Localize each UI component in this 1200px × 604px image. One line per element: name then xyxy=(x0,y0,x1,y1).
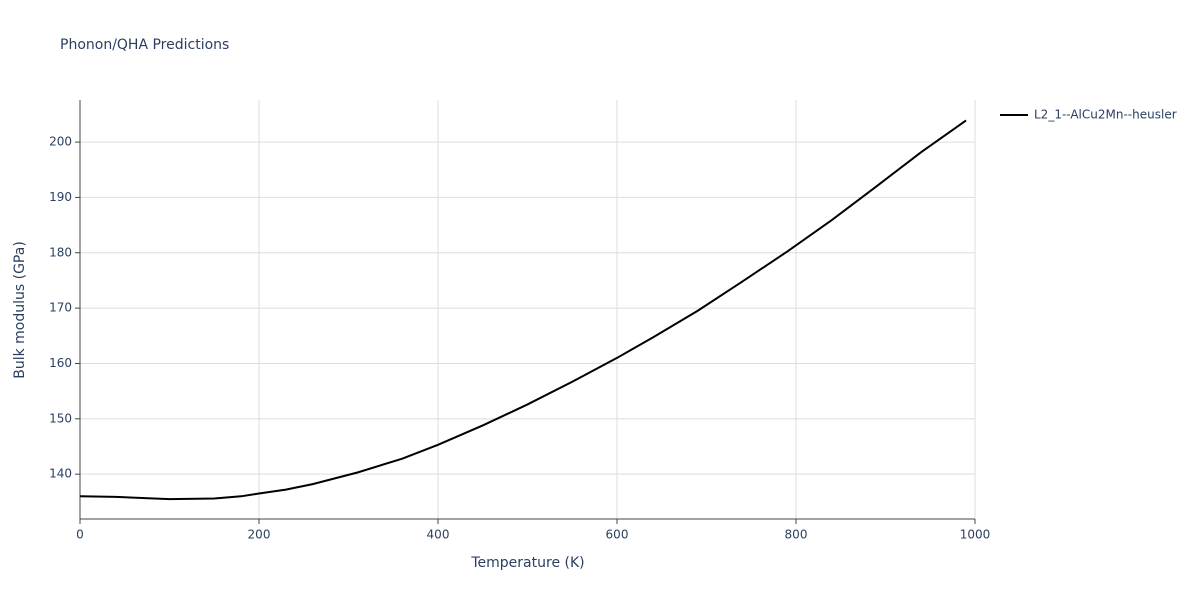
y-tick-label: 140 xyxy=(49,467,72,481)
x-tick-label: 600 xyxy=(606,528,629,542)
chart-title: Phonon/QHA Predictions xyxy=(60,37,229,53)
x-tick-label: 1000 xyxy=(960,528,991,542)
y-tick-label: 200 xyxy=(49,135,72,149)
y-tick-label: 180 xyxy=(49,245,72,259)
x-tick-label: 400 xyxy=(427,528,450,542)
y-tick-label: 190 xyxy=(49,190,72,204)
x-tick-label: 200 xyxy=(248,528,271,542)
legend-label: L2_1--AlCu2Mn--heusler xyxy=(1034,108,1177,122)
line-series xyxy=(79,119,967,501)
y-axis-label: Bulk modulus (GPa) xyxy=(12,241,28,379)
x-tick-label: 0 xyxy=(76,528,84,542)
y-tick-label: 150 xyxy=(49,411,72,425)
x-tick-label: 800 xyxy=(785,528,808,542)
y-tick-label: 170 xyxy=(49,301,72,315)
x-axis-label: Temperature (K) xyxy=(470,555,584,571)
y-tick-label: 160 xyxy=(49,356,72,370)
